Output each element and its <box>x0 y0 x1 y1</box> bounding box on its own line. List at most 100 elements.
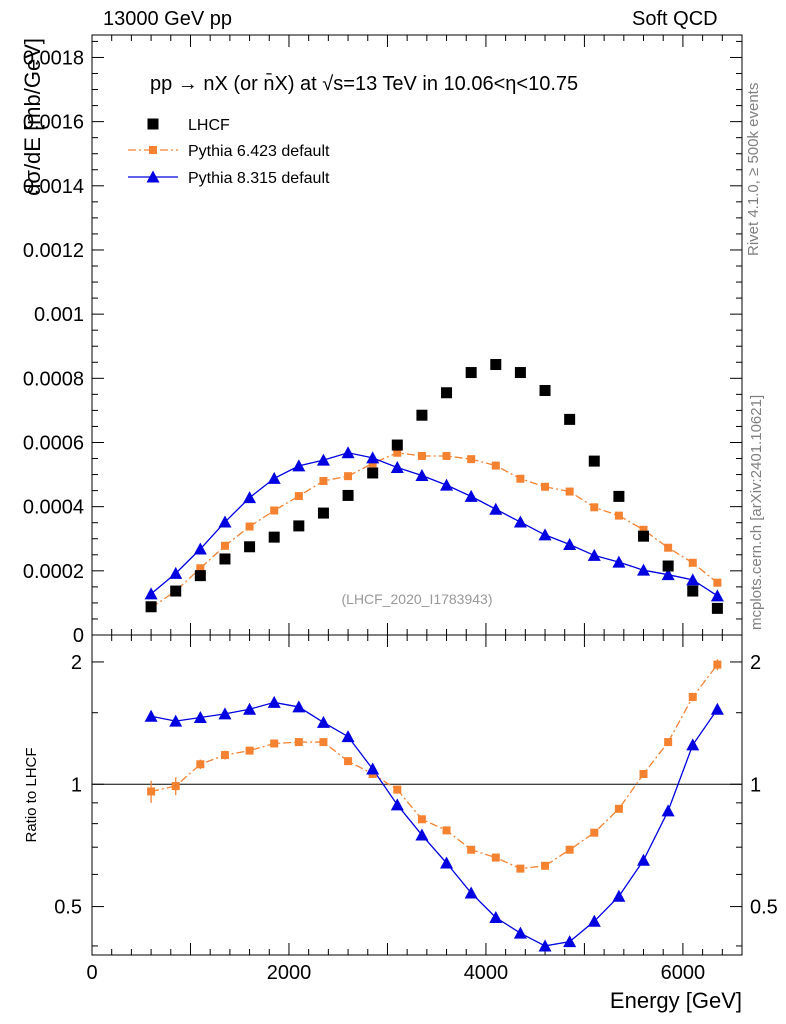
pythia8-point <box>316 453 330 466</box>
ratio-plot-axes <box>91 634 743 956</box>
ratio-pythia8-point <box>612 889 626 902</box>
pythia6-point <box>294 492 303 501</box>
legend-lhcf-label: LHCF <box>188 117 230 134</box>
lhcf-point <box>687 585 699 597</box>
pythia8-point <box>440 478 454 491</box>
y-tick-label: 0.0008 <box>23 368 84 390</box>
ratio-pythia8-point <box>193 710 207 723</box>
pythia8-point <box>563 538 577 551</box>
ratio-pythia8-point <box>366 762 380 775</box>
ratio-y-tick-label-left: 1 <box>71 774 82 796</box>
ratio-y-tick-label-right: 0.5 <box>750 897 778 919</box>
legend-pythia6-label: Pythia 6.423 default <box>188 143 330 160</box>
pythia8-point <box>144 587 158 600</box>
ratio-pythia6-point <box>590 828 599 837</box>
pythia8-point <box>169 566 183 579</box>
lhcf-point <box>391 439 403 451</box>
y-tick-label: 0 <box>73 625 84 647</box>
plot-title: pp → nX (or n̄X) at √s=13 TeV in 10.06<η… <box>150 72 578 95</box>
ratio-pythia8-point <box>267 695 281 708</box>
ratio-pythia8-point <box>243 702 257 715</box>
pythia6-point <box>270 506 279 515</box>
pythia8-point <box>193 542 207 555</box>
ratio-pythia6-point <box>196 760 205 769</box>
ratio-pythia8-point <box>587 914 601 927</box>
chart-marks <box>144 359 724 952</box>
pythia8-point <box>267 471 281 484</box>
ratio-pythia6-point <box>639 769 648 778</box>
pythia6-point <box>442 451 451 460</box>
pythia8-point <box>415 469 429 482</box>
ratio-pythia8-point <box>661 804 675 817</box>
header-right: Soft QCD <box>632 8 718 30</box>
y-axis-title: dσ/dE [mb/GeV] <box>20 38 45 196</box>
lhcf-point <box>317 507 329 519</box>
pythia8-point <box>292 459 306 472</box>
ratio-pythia6-point <box>713 660 722 669</box>
ratio-pythia6-point <box>171 782 180 791</box>
legend-pythia8-label: Pythia 8.315 default <box>188 170 330 187</box>
ratio-pythia8-point <box>464 886 478 899</box>
lhcf-point <box>613 490 625 502</box>
lhcf-point <box>711 602 723 614</box>
legend-pythia8-marker <box>146 170 160 183</box>
pythia8-point <box>612 555 626 568</box>
pythia6-point <box>344 472 353 481</box>
ratio-pythia8-line <box>150 701 718 947</box>
pythia6-point <box>220 541 229 550</box>
lhcf-point <box>490 359 502 371</box>
lhcf-point <box>514 367 526 379</box>
lhcf-point <box>564 413 576 425</box>
ratio-plot-frame <box>91 634 743 956</box>
pythia6-point <box>713 578 722 587</box>
y-tick-label: 0.0006 <box>23 432 84 454</box>
ratio-pythia6-point <box>664 738 673 747</box>
x-tick-label: 2000 <box>267 962 312 984</box>
ratio-pythia8-point <box>563 935 577 948</box>
ratio-pythia6-point <box>294 738 303 747</box>
pythia8-point <box>661 568 675 581</box>
pythia8-point <box>464 489 478 502</box>
pythia6-point <box>467 455 476 464</box>
ratio-pythia6-point <box>491 853 500 862</box>
lhcf-point <box>638 530 650 542</box>
ratio-pythia8-point <box>218 707 232 720</box>
pythia6-point <box>516 474 525 483</box>
pythia6-line <box>150 452 718 609</box>
lhcf-point <box>194 570 206 582</box>
pythia8-point <box>390 461 404 474</box>
ratio-y-tick-label-right: 1 <box>750 774 761 796</box>
pythia6-point <box>393 448 402 457</box>
lhcf-point <box>293 520 305 532</box>
header-left: 13000 GeV pp <box>103 8 232 30</box>
ratio-y-tick-label-right: 2 <box>750 652 761 674</box>
ratio-pythia6-point <box>319 738 328 747</box>
ratio-axis-title: Ratio to LHCF <box>23 747 40 842</box>
pythia8-point <box>710 589 724 602</box>
lhcf-point <box>662 560 674 572</box>
lhcf-point <box>588 455 600 467</box>
ratio-pythia6-point <box>245 746 254 755</box>
x-tick-label: 4000 <box>464 962 509 984</box>
lhcf-point <box>268 531 280 543</box>
lhcf-point <box>465 367 477 379</box>
lhcf-point <box>219 553 231 565</box>
pythia8-point <box>637 563 651 576</box>
ratio-pythia6-point <box>442 826 451 835</box>
pythia8-line <box>150 452 718 597</box>
ratio-pythia6-point <box>541 861 550 870</box>
ratio-pythia6-point <box>270 739 279 748</box>
ratio-pythia8-point <box>489 910 503 923</box>
pythia8-point <box>366 451 380 464</box>
pythia6-point <box>196 564 205 573</box>
ratio-pythia8-point <box>316 715 330 728</box>
lhcf-point <box>539 385 551 397</box>
pythia8-point <box>513 515 527 528</box>
pythia6-point <box>319 476 328 485</box>
lhcf-point <box>367 467 379 479</box>
pythia8-point <box>243 491 257 504</box>
lhcf-point <box>342 489 354 501</box>
pythia6-point <box>664 543 673 552</box>
ratio-pythia6-point <box>417 815 426 824</box>
pythia8-point <box>341 446 355 459</box>
